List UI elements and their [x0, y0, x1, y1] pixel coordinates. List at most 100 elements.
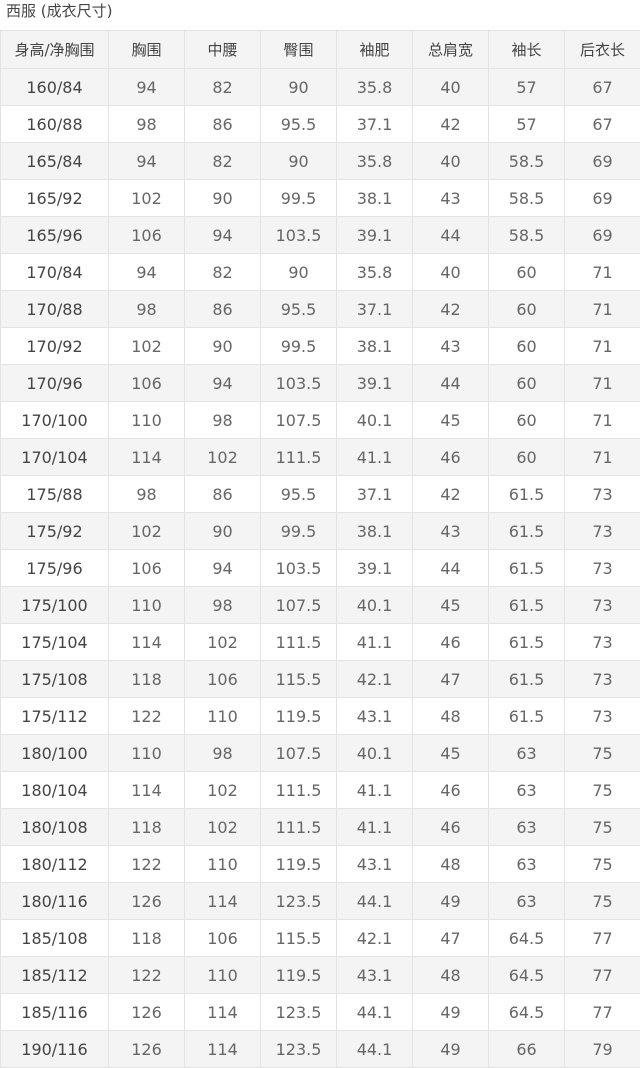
measurement-cell: 73 — [564, 623, 640, 661]
measurement-cell: 77 — [564, 956, 640, 994]
measurement-cell: 102 — [108, 179, 185, 217]
table-header: 身高/净胸围 胸围 中腰 臀围 袖肥 总肩宽 袖长 后衣长 — [0, 30, 640, 69]
header-shoulder-width: 总肩宽 — [412, 30, 489, 69]
table-row: 175/96 106 94 103.5 39.1 44 61.5 73 — [0, 549, 640, 587]
table-row: 180/108 118 102 111.5 41.1 46 63 75 — [0, 808, 640, 846]
measurement-cell: 41.1 — [336, 438, 413, 476]
measurement-cell: 122 — [108, 845, 185, 883]
measurement-cell: 73 — [564, 475, 640, 513]
measurement-cell: 45 — [412, 401, 489, 439]
measurement-cell: 119.5 — [260, 697, 337, 735]
measurement-cell: 98 — [184, 586, 261, 624]
table-row: 165/92 102 90 99.5 38.1 43 58.5 69 — [0, 179, 640, 217]
measurement-cell: 82 — [184, 68, 261, 106]
measurement-cell: 114 — [108, 438, 185, 476]
measurement-cell: 110 — [108, 586, 185, 624]
measurement-cell: 37.1 — [336, 105, 413, 143]
header-waist: 中腰 — [184, 30, 261, 69]
measurement-cell: 82 — [184, 142, 261, 180]
measurement-cell: 99.5 — [260, 512, 337, 550]
measurement-cell: 95.5 — [260, 290, 337, 328]
measurement-cell: 43.1 — [336, 697, 413, 735]
measurement-cell: 61.5 — [488, 549, 565, 587]
size-cell: 175/92 — [0, 512, 109, 550]
measurement-cell: 99.5 — [260, 327, 337, 365]
measurement-cell: 42.1 — [336, 919, 413, 957]
measurement-cell: 103.5 — [260, 216, 337, 254]
measurement-cell: 110 — [184, 845, 261, 883]
measurement-cell: 63 — [488, 845, 565, 883]
measurement-cell: 73 — [564, 660, 640, 698]
measurement-cell: 47 — [412, 660, 489, 698]
measurement-cell: 95.5 — [260, 475, 337, 513]
measurement-cell: 106 — [184, 919, 261, 957]
measurement-cell: 39.1 — [336, 216, 413, 254]
table-row: 170/100 110 98 107.5 40.1 45 60 71 — [0, 401, 640, 439]
measurement-cell: 106 — [108, 549, 185, 587]
table-row: 185/112 122 110 119.5 43.1 48 64.5 77 — [0, 956, 640, 994]
measurement-cell: 49 — [412, 882, 489, 920]
measurement-cell: 111.5 — [260, 623, 337, 661]
size-cell: 175/96 — [0, 549, 109, 587]
measurement-cell: 86 — [184, 105, 261, 143]
measurement-cell: 69 — [564, 142, 640, 180]
measurement-cell: 37.1 — [336, 475, 413, 513]
measurement-cell: 44.1 — [336, 993, 413, 1031]
measurement-cell: 43 — [412, 512, 489, 550]
measurement-cell: 64.5 — [488, 993, 565, 1031]
measurement-cell: 44 — [412, 364, 489, 402]
table-row: 170/88 98 86 95.5 37.1 42 60 71 — [0, 290, 640, 328]
measurement-cell: 46 — [412, 771, 489, 809]
measurement-cell: 94 — [108, 253, 185, 291]
measurement-cell: 111.5 — [260, 771, 337, 809]
measurement-cell: 122 — [108, 956, 185, 994]
measurement-cell: 77 — [564, 993, 640, 1031]
measurement-cell: 48 — [412, 697, 489, 735]
measurement-cell: 58.5 — [488, 216, 565, 254]
measurement-cell: 71 — [564, 327, 640, 365]
measurement-cell: 61.5 — [488, 623, 565, 661]
measurement-cell: 46 — [412, 623, 489, 661]
measurement-cell: 41.1 — [336, 623, 413, 661]
measurement-cell: 71 — [564, 438, 640, 476]
table-row: 180/100 110 98 107.5 40.1 45 63 75 — [0, 734, 640, 772]
measurement-cell: 75 — [564, 734, 640, 772]
measurement-cell: 64.5 — [488, 919, 565, 957]
measurement-cell: 77 — [564, 919, 640, 957]
measurement-cell: 67 — [564, 105, 640, 143]
measurement-cell: 73 — [564, 697, 640, 735]
measurement-cell: 111.5 — [260, 438, 337, 476]
measurement-cell: 102 — [108, 327, 185, 365]
measurement-cell: 38.1 — [336, 512, 413, 550]
measurement-cell: 90 — [184, 179, 261, 217]
table-row: 165/84 94 82 90 35.8 40 58.5 69 — [0, 142, 640, 180]
size-cell: 175/108 — [0, 660, 109, 698]
header-sleeve-length: 袖长 — [488, 30, 565, 69]
measurement-cell: 94 — [108, 68, 185, 106]
measurement-cell: 107.5 — [260, 734, 337, 772]
measurement-cell: 48 — [412, 845, 489, 883]
measurement-cell: 43.1 — [336, 956, 413, 994]
measurement-cell: 114 — [184, 882, 261, 920]
measurement-cell: 66 — [488, 1030, 565, 1068]
measurement-cell: 86 — [184, 475, 261, 513]
size-cell: 175/88 — [0, 475, 109, 513]
measurement-cell: 44 — [412, 216, 489, 254]
measurement-cell: 63 — [488, 734, 565, 772]
measurement-cell: 60 — [488, 401, 565, 439]
measurement-cell: 90 — [184, 327, 261, 365]
table-row: 180/104 114 102 111.5 41.1 46 63 75 — [0, 771, 640, 809]
measurement-cell: 63 — [488, 771, 565, 809]
table-body: 160/84 94 82 90 35.8 40 57 67 160/88 98 86 95.5 37.1… — [0, 68, 640, 1068]
measurement-cell: 38.1 — [336, 327, 413, 365]
size-cell: 165/92 — [0, 179, 109, 217]
size-cell: 175/104 — [0, 623, 109, 661]
measurement-cell: 99.5 — [260, 179, 337, 217]
measurement-cell: 71 — [564, 253, 640, 291]
measurement-cell: 110 — [184, 956, 261, 994]
table-row: 175/112 122 110 119.5 43.1 48 61.5 73 — [0, 697, 640, 735]
size-cell: 185/116 — [0, 993, 109, 1031]
measurement-cell: 73 — [564, 549, 640, 587]
measurement-cell: 90 — [260, 142, 337, 180]
measurement-cell: 103.5 — [260, 364, 337, 402]
